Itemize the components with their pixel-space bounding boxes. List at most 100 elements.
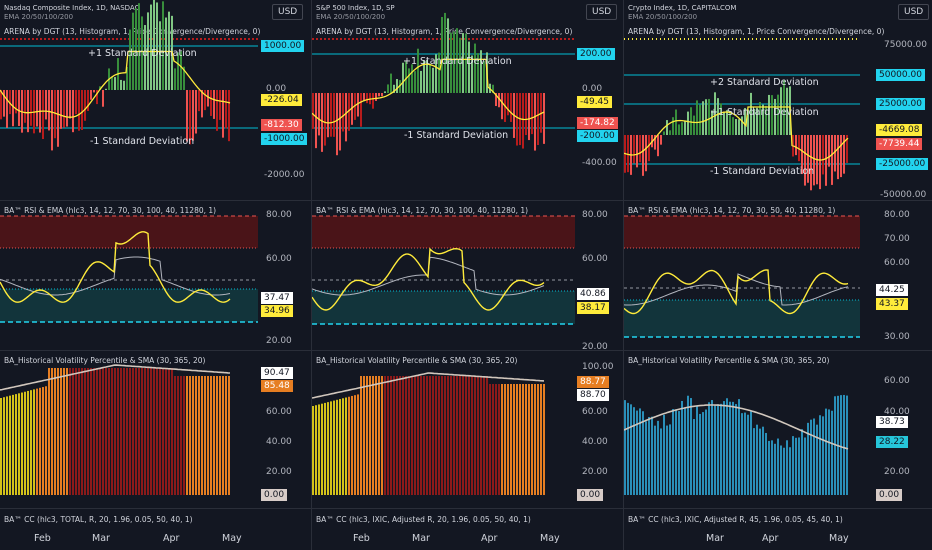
histogram-bar: [771, 440, 773, 495]
histogram-bar: [408, 376, 410, 495]
histogram-bar: [108, 368, 110, 495]
histogram-bar: [369, 376, 371, 495]
column-divider[interactable]: [311, 0, 312, 550]
histogram-bar: [786, 87, 788, 135]
arena-value-yellow: -226.04: [261, 94, 302, 106]
histogram-bar: [669, 130, 671, 135]
column-divider[interactable]: [623, 0, 624, 550]
histogram-bar: [315, 93, 317, 149]
histogram-bar: [435, 54, 437, 93]
lower-band-tag: -200.00: [577, 130, 618, 142]
histogram-bar: [456, 376, 458, 495]
histogram-bar: [627, 402, 629, 495]
histogram-bar: [204, 376, 206, 495]
histogram-bar: [717, 98, 719, 135]
x-axis-feb: Feb: [34, 533, 51, 544]
histogram-bar: [345, 93, 347, 142]
histogram-bar: [681, 400, 683, 495]
row-divider[interactable]: [0, 508, 932, 509]
x-axis-may: May: [829, 533, 849, 544]
histogram-bar: [804, 437, 806, 495]
currency-button[interactable]: USD: [898, 4, 930, 20]
x-axis-apr: Apr: [762, 533, 779, 544]
histogram-bar: [738, 399, 740, 495]
histogram-bar: [504, 93, 506, 122]
plus-sd-label: +1 Standard Deviation: [88, 48, 197, 59]
histogram-bar: [33, 389, 35, 495]
rsi-indicator-title[interactable]: BA™ RSI & EMA (hlc3, 14, 12, 70, 30, 100…: [4, 206, 217, 215]
rsi-axis-80: 80.00: [884, 210, 910, 220]
histogram-bar: [660, 428, 662, 495]
histogram-bar: [438, 376, 440, 495]
histogram-bar: [450, 32, 452, 93]
hv-value: 85.48: [261, 380, 293, 392]
plus-sd-label: +1 Standard Deviation: [710, 107, 819, 118]
histogram-bar: [318, 93, 320, 136]
histogram-bar: [636, 135, 638, 168]
histogram-bar: [135, 8, 137, 90]
rsi-axis-70: 70.00: [884, 234, 910, 244]
histogram-bar: [192, 90, 194, 141]
histogram-bar: [444, 376, 446, 495]
rsi-indicator-title[interactable]: BA™ RSI & EMA (hlc3, 14, 12, 70, 30, 100…: [316, 206, 529, 215]
histogram-bar: [510, 384, 512, 495]
symbol-title[interactable]: Crypto Index, 1D, CAPITALCOM: [628, 4, 737, 12]
histogram-bar: [27, 90, 29, 133]
currency-button[interactable]: USD: [272, 4, 304, 20]
histogram-bar: [843, 394, 845, 495]
hv-zero-tag: 0.00: [261, 489, 288, 501]
histogram-bar: [645, 421, 647, 495]
histogram-bar: [63, 368, 65, 495]
histogram-bar: [480, 376, 482, 495]
histogram-bar: [675, 409, 677, 495]
histogram-bar: [414, 376, 416, 495]
histogram-bar: [411, 376, 413, 495]
histogram-bar: [180, 376, 182, 495]
row-divider[interactable]: [0, 350, 932, 351]
histogram-bar: [777, 94, 779, 135]
row-divider[interactable]: [0, 200, 932, 201]
histogram-bar: [216, 90, 218, 131]
histogram-bar: [429, 376, 431, 495]
histogram-bar: [690, 107, 692, 135]
arena-axis-zero: 0.00: [582, 84, 603, 94]
hv-indicator-title[interactable]: BA_Historical Volatility Percentile & SM…: [316, 356, 518, 365]
rsi-axis-60: 60.00: [884, 258, 910, 268]
histogram-bar: [795, 135, 797, 156]
histogram-bar: [651, 416, 653, 495]
rsi-indicator-title[interactable]: BA™ RSI & EMA (hlc3, 14, 12, 70, 30, 50,…: [628, 206, 836, 215]
cc-indicator-title[interactable]: BA™ CC (hlc3, IXIC, Adjusted R, 45, 1.96…: [628, 515, 843, 524]
histogram-bar: [717, 404, 719, 495]
arena-indicator-title[interactable]: ARENA by DGT (13, Histogram, 1, Price Co…: [628, 27, 885, 36]
histogram-bar: [702, 412, 704, 495]
histogram-bar: [747, 414, 749, 495]
histogram-bar: [741, 116, 743, 135]
histogram-bar: [447, 376, 449, 495]
histogram-bar: [813, 135, 815, 186]
rsi-axis-60: 60.00: [266, 254, 292, 264]
cc-indicator-title[interactable]: BA™ CC (hlc3, IXIC, Adjusted R, 20, 1.96…: [316, 515, 531, 524]
hv-indicator-title[interactable]: BA_Historical Volatility Percentile & SM…: [628, 356, 830, 365]
histogram-bar: [765, 432, 767, 495]
histogram-bar: [432, 67, 434, 93]
histogram-bar: [492, 384, 494, 495]
histogram-bar: [726, 398, 728, 495]
histogram-bar: [498, 384, 500, 495]
currency-button[interactable]: USD: [586, 4, 618, 20]
symbol-title[interactable]: Nasdaq Composite Index, 1D, NASDAQ: [4, 4, 141, 12]
histogram-bar: [810, 419, 812, 495]
histogram-bar: [837, 135, 839, 180]
hv-indicator-title[interactable]: BA_Historical Volatility Percentile & SM…: [4, 356, 206, 365]
histogram-bar: [744, 412, 746, 495]
cc-indicator-title[interactable]: BA™ CC (hlc3, TOTAL, R, 20, 1.96, 0.05, …: [4, 515, 193, 524]
histogram-bar: [396, 79, 398, 93]
rsi-overbought-zone: [0, 216, 258, 248]
histogram-bar: [765, 105, 767, 135]
symbol-title[interactable]: S&P 500 Index, 1D, SP: [316, 4, 395, 12]
histogram-bar: [450, 376, 452, 495]
histogram-bar: [366, 376, 368, 495]
arena-value-yellow: -49.45: [577, 96, 613, 108]
histogram-bar: [702, 101, 704, 135]
histogram-bar: [30, 90, 32, 126]
histogram-bar: [3, 397, 5, 495]
